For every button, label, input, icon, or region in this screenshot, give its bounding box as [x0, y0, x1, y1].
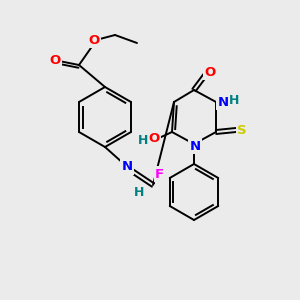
- Text: N: N: [218, 95, 229, 109]
- Text: O: O: [148, 133, 160, 146]
- Text: H: H: [229, 94, 239, 107]
- Text: O: O: [88, 34, 100, 46]
- Text: H: H: [134, 187, 144, 200]
- Text: H: H: [138, 134, 148, 148]
- Text: S: S: [237, 124, 247, 136]
- Text: N: N: [189, 140, 201, 152]
- Text: O: O: [50, 53, 61, 67]
- Text: F: F: [155, 167, 164, 181]
- Text: N: N: [122, 160, 133, 173]
- Text: O: O: [204, 65, 216, 79]
